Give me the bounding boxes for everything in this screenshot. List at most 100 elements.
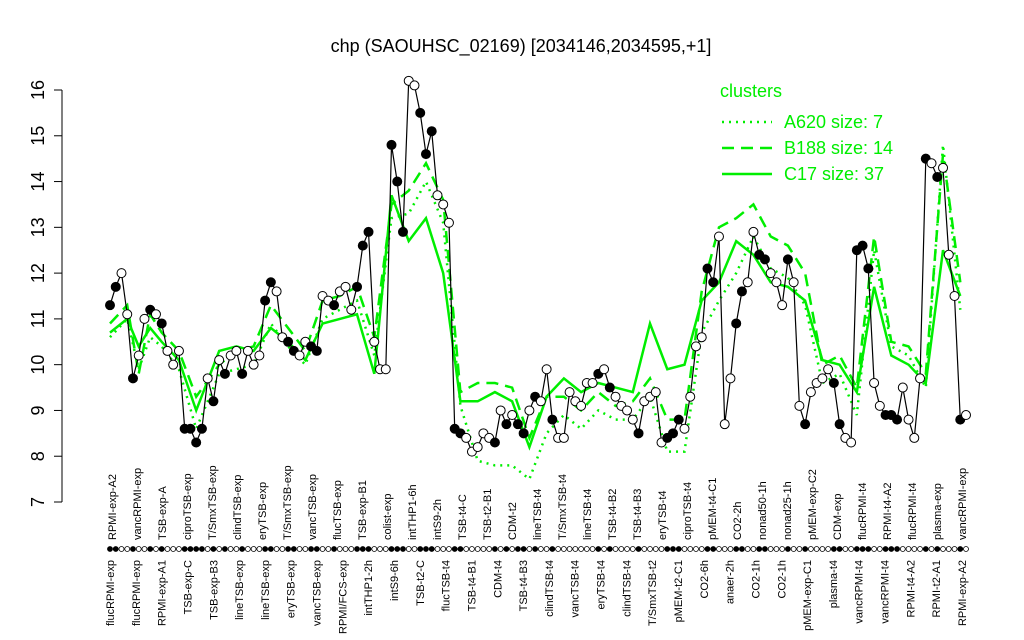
data-point bbox=[489, 437, 500, 448]
x-marker-dot bbox=[658, 546, 665, 552]
x-tick-label: T/SmxTSB-exp bbox=[207, 465, 219, 540]
x-marker-dot bbox=[940, 546, 946, 552]
data-point bbox=[817, 373, 828, 384]
x-marker-dot bbox=[693, 546, 699, 552]
x-marker-dot bbox=[670, 546, 676, 552]
x-marker-dot bbox=[853, 546, 860, 552]
x-marker-dot bbox=[779, 546, 786, 552]
x-tick-label: vancRPMI-t4 bbox=[854, 560, 866, 624]
x-marker-dot bbox=[899, 546, 906, 552]
x-marker-dot bbox=[733, 546, 740, 552]
data-point bbox=[208, 396, 219, 407]
chart-title: chp (SAOUHSC_02169) [2034146,2034595,+1] bbox=[331, 36, 712, 57]
data-point bbox=[397, 226, 408, 237]
data-point bbox=[673, 414, 684, 425]
x-tick-label: vancTSB-exp bbox=[307, 474, 319, 540]
data-point bbox=[713, 231, 724, 242]
data-point bbox=[196, 423, 207, 434]
x-tick-label: nonad50-1h bbox=[757, 481, 769, 540]
data-point bbox=[512, 419, 523, 430]
x-marker-dot bbox=[647, 546, 653, 552]
cluster-lines bbox=[109, 144, 962, 482]
data-points bbox=[105, 75, 971, 457]
data-point bbox=[627, 414, 638, 425]
x-marker-dot bbox=[371, 546, 378, 552]
x-marker-dot bbox=[227, 546, 234, 552]
x-marker-dot bbox=[135, 546, 142, 552]
x-marker-dot bbox=[836, 546, 843, 552]
legend-label: C17 size: 37 bbox=[784, 164, 884, 184]
data-point bbox=[892, 414, 903, 425]
data-point bbox=[587, 377, 598, 388]
x-marker-dot bbox=[308, 546, 314, 552]
data-point bbox=[547, 414, 558, 425]
x-marker-dot bbox=[296, 546, 303, 552]
x-tick-label: RPMI-exp-A1 bbox=[157, 560, 169, 626]
data-point bbox=[679, 423, 690, 434]
x-marker-dot bbox=[411, 546, 418, 552]
data-point bbox=[541, 364, 552, 375]
data-point bbox=[443, 217, 454, 228]
data-point bbox=[777, 300, 788, 311]
x-marker-dot bbox=[624, 546, 630, 552]
x-marker-dot bbox=[635, 546, 642, 552]
x-tick-label: plasma-t4 bbox=[828, 560, 840, 608]
y-tick-label: 13 bbox=[28, 217, 48, 237]
x-marker-dot bbox=[221, 546, 228, 552]
data-point bbox=[823, 364, 834, 375]
x-marker-dot bbox=[549, 546, 556, 552]
data-point bbox=[214, 355, 225, 366]
x-marker-dot bbox=[595, 546, 602, 552]
x-marker-dot bbox=[181, 546, 188, 552]
x-marker-dot bbox=[216, 546, 223, 552]
x-tick-label: vancTSB-exp bbox=[312, 560, 324, 626]
cluster-line bbox=[109, 153, 962, 442]
x-marker-dot bbox=[917, 546, 923, 552]
data-point bbox=[139, 313, 150, 324]
x-marker-dot bbox=[606, 546, 613, 552]
x-marker-dot bbox=[830, 546, 837, 552]
y-tick-label: 16 bbox=[28, 80, 48, 100]
x-tick-label: T/SmxTSB-t2 bbox=[647, 560, 659, 626]
x-marker-dot bbox=[239, 546, 246, 552]
data-point bbox=[828, 377, 839, 388]
x-marker-dot bbox=[262, 546, 269, 552]
x-marker-dot bbox=[526, 546, 533, 552]
cluster-line bbox=[109, 194, 962, 451]
x-marker-dot bbox=[744, 546, 751, 552]
data-point bbox=[846, 437, 857, 448]
data-point bbox=[231, 345, 242, 356]
x-tick-label: ciproTSB-exp bbox=[182, 473, 194, 540]
data-point bbox=[915, 373, 926, 384]
data-point bbox=[507, 410, 518, 421]
data-point bbox=[202, 373, 213, 384]
data-point bbox=[271, 286, 282, 297]
data-point bbox=[622, 405, 633, 416]
x-marker-dot bbox=[934, 546, 941, 552]
data-point bbox=[599, 364, 610, 375]
x-tick-label: clindTSB-exp bbox=[232, 475, 244, 540]
x-tick-label: lineTSB-exp bbox=[260, 560, 272, 620]
data-point bbox=[386, 139, 397, 150]
data-point bbox=[409, 80, 420, 91]
data-point bbox=[794, 400, 805, 411]
data-point bbox=[116, 268, 127, 279]
x-tick-label: colist-exp bbox=[382, 494, 394, 540]
data-point bbox=[168, 359, 179, 370]
x-tick-label: vancRPMI-exp bbox=[957, 468, 969, 540]
y-tick-label: 12 bbox=[28, 263, 48, 283]
x-tick-label: nonad25-1h bbox=[782, 481, 794, 540]
data-point bbox=[610, 391, 621, 402]
data-point bbox=[650, 387, 661, 398]
x-marker-dot bbox=[813, 546, 820, 552]
x-marker-dot bbox=[256, 546, 263, 552]
data-point bbox=[173, 345, 184, 356]
data-point bbox=[110, 281, 121, 292]
x-marker-dot bbox=[882, 546, 889, 552]
x-tick-label: clindTSB-t4 bbox=[544, 560, 556, 617]
x-marker-dot bbox=[204, 546, 211, 552]
x-marker-dot bbox=[865, 546, 872, 552]
x-marker-dot bbox=[756, 546, 763, 552]
x-marker-dot bbox=[963, 546, 969, 552]
data-point bbox=[518, 428, 529, 439]
